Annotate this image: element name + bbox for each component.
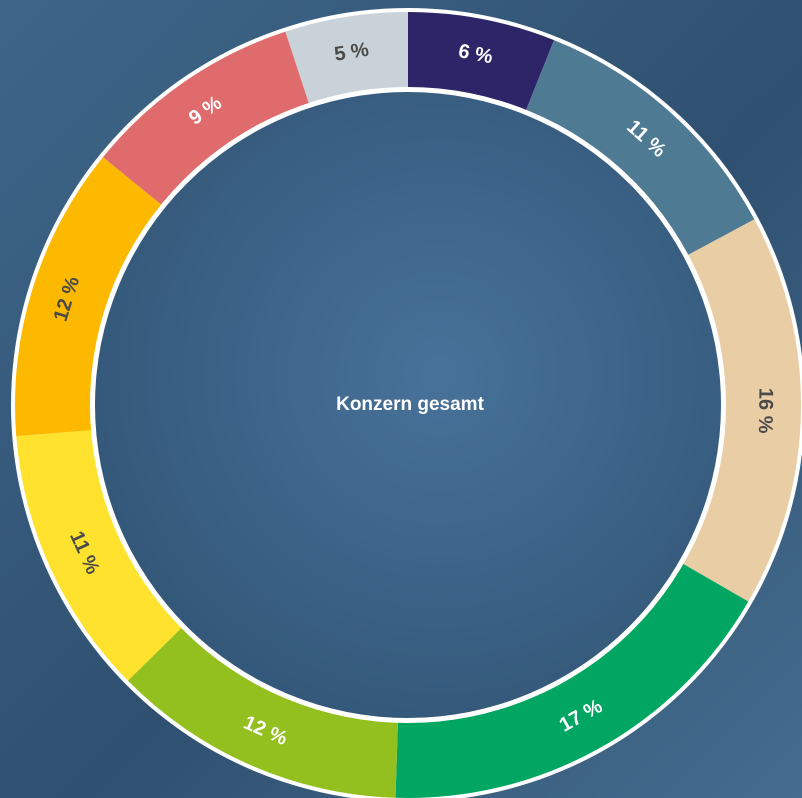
donut-slice bbox=[525, 40, 755, 256]
donut-slice bbox=[14, 157, 163, 437]
center-label: Konzern gesamt bbox=[336, 394, 484, 415]
slice-label: 5 % bbox=[333, 39, 371, 66]
slice-label: 16 % bbox=[754, 388, 777, 434]
donut-slice bbox=[16, 430, 183, 681]
donut-slice bbox=[395, 563, 749, 798]
donut-slice bbox=[285, 12, 408, 105]
donut-slice bbox=[127, 626, 398, 798]
donut-hole bbox=[95, 92, 721, 718]
donut-slice bbox=[408, 12, 555, 112]
donut-slice bbox=[102, 31, 310, 206]
